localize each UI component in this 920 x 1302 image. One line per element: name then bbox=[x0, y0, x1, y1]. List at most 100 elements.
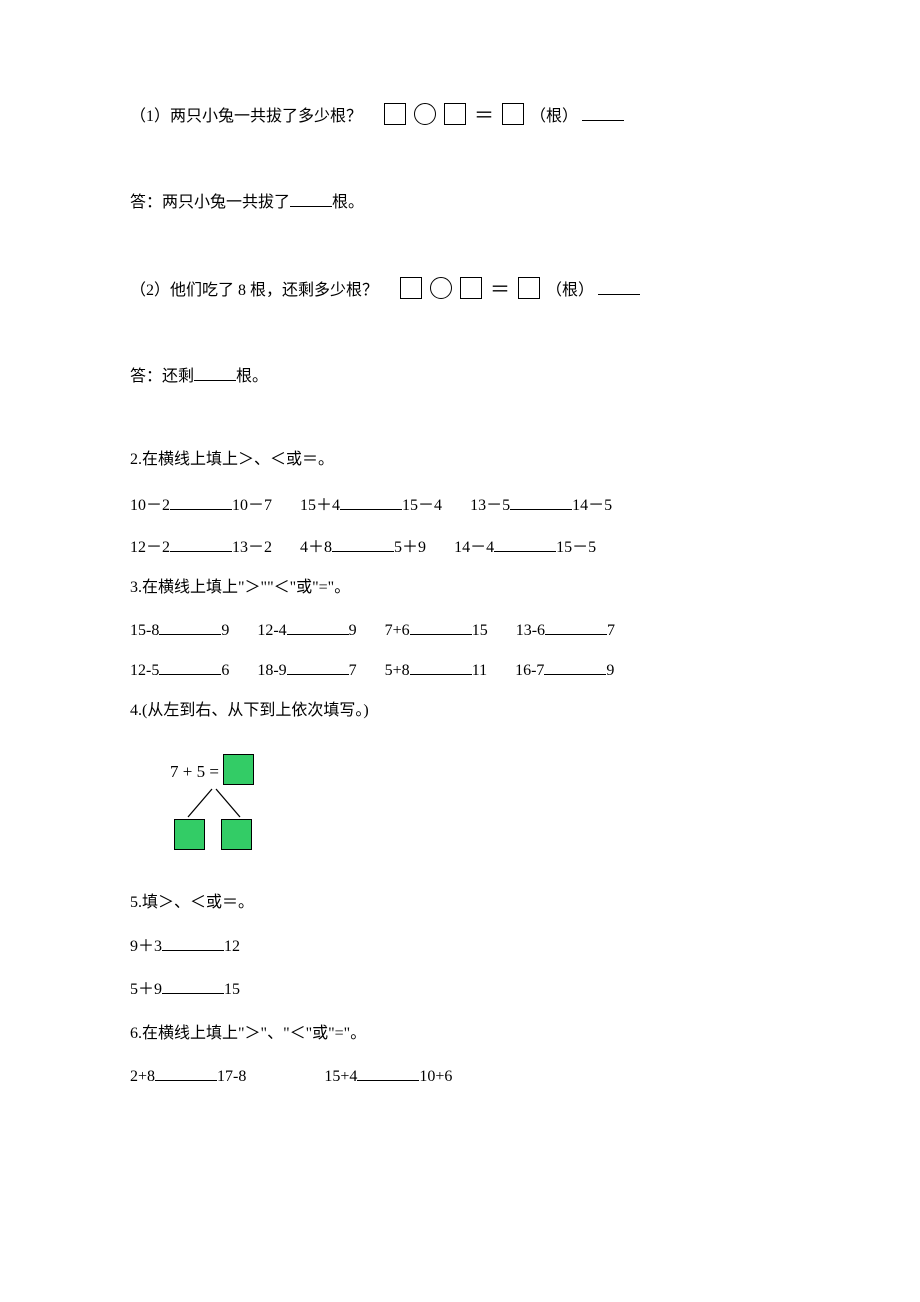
blank-line[interactable] bbox=[159, 618, 221, 635]
blank-line[interactable] bbox=[598, 278, 640, 295]
blank-line[interactable] bbox=[544, 658, 606, 675]
blank-line[interactable] bbox=[410, 658, 472, 675]
compare-row: 12－213－24＋85＋914－415－5 bbox=[130, 533, 790, 557]
blank-square[interactable] bbox=[384, 103, 406, 125]
blank-square[interactable] bbox=[444, 103, 466, 125]
left-expr: 12-5 bbox=[130, 662, 159, 680]
right-expr: 9 bbox=[349, 622, 357, 640]
blank-line[interactable] bbox=[155, 1064, 217, 1081]
left-expr: 15-8 bbox=[130, 622, 159, 640]
blank-line[interactable] bbox=[287, 658, 349, 675]
blank-line[interactable] bbox=[410, 618, 472, 635]
compare-cell: 15-89 bbox=[130, 618, 229, 640]
unit-label: （根） bbox=[546, 282, 594, 299]
answer-box[interactable] bbox=[221, 819, 252, 850]
q1-answer2: 答：还剩 根。 bbox=[130, 364, 790, 390]
q1-part2-text: （2）他们吃了 8 根，还剩多少根？ bbox=[130, 282, 378, 299]
right-expr: 6 bbox=[221, 662, 229, 680]
q2-rows: 10－210－715＋415－413－514－512－213－24＋85＋914… bbox=[130, 491, 790, 557]
number-bond-diagram: 7 + 5 = bbox=[160, 754, 310, 850]
compare-cell: 2+817-8 bbox=[130, 1064, 246, 1086]
q4-title: 4.(从左到右、从下到上依次填写。) bbox=[130, 698, 790, 724]
blank-line[interactable] bbox=[162, 934, 224, 951]
right-expr: 15－5 bbox=[556, 533, 596, 557]
worksheet-page: （1）两只小兔一共拔了多少根？ ＝ （根） 答：两只小兔一共拔了根。 （2）他们… bbox=[0, 0, 920, 1164]
compare-cell: 14－415－5 bbox=[454, 533, 596, 557]
compare-cell: 13－5 14－5 bbox=[470, 491, 612, 515]
answer-box[interactable] bbox=[174, 819, 205, 850]
left-expr: 9＋3 bbox=[130, 938, 162, 955]
q5-rows: 9＋3 12 5＋9 15 bbox=[130, 934, 790, 1003]
blank-line[interactable] bbox=[357, 1064, 419, 1081]
blank-circle[interactable] bbox=[414, 103, 436, 125]
answer-suffix: 根。 bbox=[236, 368, 268, 385]
left-expr: 4＋8 bbox=[300, 533, 332, 557]
blank-line[interactable] bbox=[510, 493, 572, 510]
compare-row: 12-5 6 18-9 7 5+811 16-7 9 bbox=[130, 658, 790, 680]
answer-prefix: 答：还剩 bbox=[130, 368, 194, 385]
right-expr: 12 bbox=[224, 938, 240, 955]
blank-square[interactable] bbox=[400, 277, 422, 299]
compare-cell: 16-7 9 bbox=[515, 658, 614, 680]
blank-line[interactable] bbox=[287, 618, 349, 635]
blank-square[interactable] bbox=[518, 277, 540, 299]
q1-answer1: 答：两只小兔一共拔了 根。 bbox=[130, 190, 790, 216]
unit-label: （根） bbox=[530, 108, 578, 125]
blank-line[interactable] bbox=[194, 364, 236, 381]
expression-text: 7 + 5 = bbox=[170, 762, 219, 781]
compare-cell: 4＋8 5＋9 bbox=[300, 533, 426, 557]
blank-line[interactable] bbox=[340, 493, 402, 510]
left-expr: 2+8 bbox=[130, 1068, 155, 1086]
right-expr: 15 bbox=[472, 622, 488, 640]
blank-line[interactable] bbox=[170, 493, 232, 510]
blank-line[interactable] bbox=[494, 535, 556, 552]
compare-cell: 5+811 bbox=[385, 658, 487, 680]
right-expr: 15 bbox=[224, 981, 240, 998]
q6-row: 2+817-8 15+4 10+6 bbox=[130, 1064, 790, 1086]
right-expr: 13－2 bbox=[232, 533, 272, 557]
q3-title: 3.在横线上填上"＞""＜"或"="。 bbox=[130, 575, 790, 601]
compare-row: 15-8912-497+61513-67 bbox=[130, 618, 790, 640]
compare-cell: 18-9 7 bbox=[257, 658, 356, 680]
equals-sign: ＝ bbox=[474, 105, 494, 127]
right-expr: 7 bbox=[607, 622, 615, 640]
right-expr: 10+6 bbox=[419, 1068, 452, 1086]
compare-cell: 10－210－7 bbox=[130, 491, 272, 515]
left-expr: 5＋9 bbox=[130, 981, 162, 998]
right-expr: 9 bbox=[606, 662, 614, 680]
right-expr: 5＋9 bbox=[394, 533, 426, 557]
answer-box[interactable] bbox=[223, 754, 254, 785]
diagram-bottom-boxes bbox=[174, 819, 310, 850]
left-expr: 18-9 bbox=[257, 662, 286, 680]
diagram-expression: 7 + 5 = bbox=[170, 754, 310, 785]
left-expr: 16-7 bbox=[515, 662, 544, 680]
q1-part1: （1）两只小兔一共拔了多少根？ ＝ （根） bbox=[130, 100, 790, 132]
answer-suffix: 根。 bbox=[332, 194, 364, 211]
compare-row: 10－210－715＋415－413－514－5 bbox=[130, 491, 790, 515]
left-expr: 5+8 bbox=[385, 662, 410, 680]
compare-cell: 12-5 6 bbox=[130, 658, 229, 680]
compare-row: 5＋9 15 bbox=[130, 977, 790, 1003]
blank-square[interactable] bbox=[460, 277, 482, 299]
equals-sign: ＝ bbox=[490, 279, 510, 301]
blank-line[interactable] bbox=[159, 658, 221, 675]
left-expr: 12-4 bbox=[257, 622, 286, 640]
blank-square[interactable] bbox=[502, 103, 524, 125]
answer-prefix: 答：两只小兔一共拔了 bbox=[130, 194, 290, 211]
compare-row: 9＋3 12 bbox=[130, 934, 790, 960]
blank-line[interactable] bbox=[582, 104, 624, 121]
right-expr: 14－5 bbox=[572, 491, 612, 515]
blank-circle[interactable] bbox=[430, 277, 452, 299]
compare-cell: 13-67 bbox=[516, 618, 615, 640]
right-expr: 7 bbox=[349, 662, 357, 680]
blank-line[interactable] bbox=[162, 977, 224, 994]
left-expr: 15+4 bbox=[324, 1068, 357, 1086]
blank-line[interactable] bbox=[332, 535, 394, 552]
q1-part2: （2）他们吃了 8 根，还剩多少根？ ＝ （根） bbox=[130, 274, 790, 306]
left-expr: 13－5 bbox=[470, 491, 510, 515]
compare-cell: 12-4 9 bbox=[257, 618, 356, 640]
blank-line[interactable] bbox=[545, 618, 607, 635]
blank-line[interactable] bbox=[170, 535, 232, 552]
blank-line[interactable] bbox=[290, 190, 332, 207]
branch-lines-icon bbox=[160, 787, 270, 819]
